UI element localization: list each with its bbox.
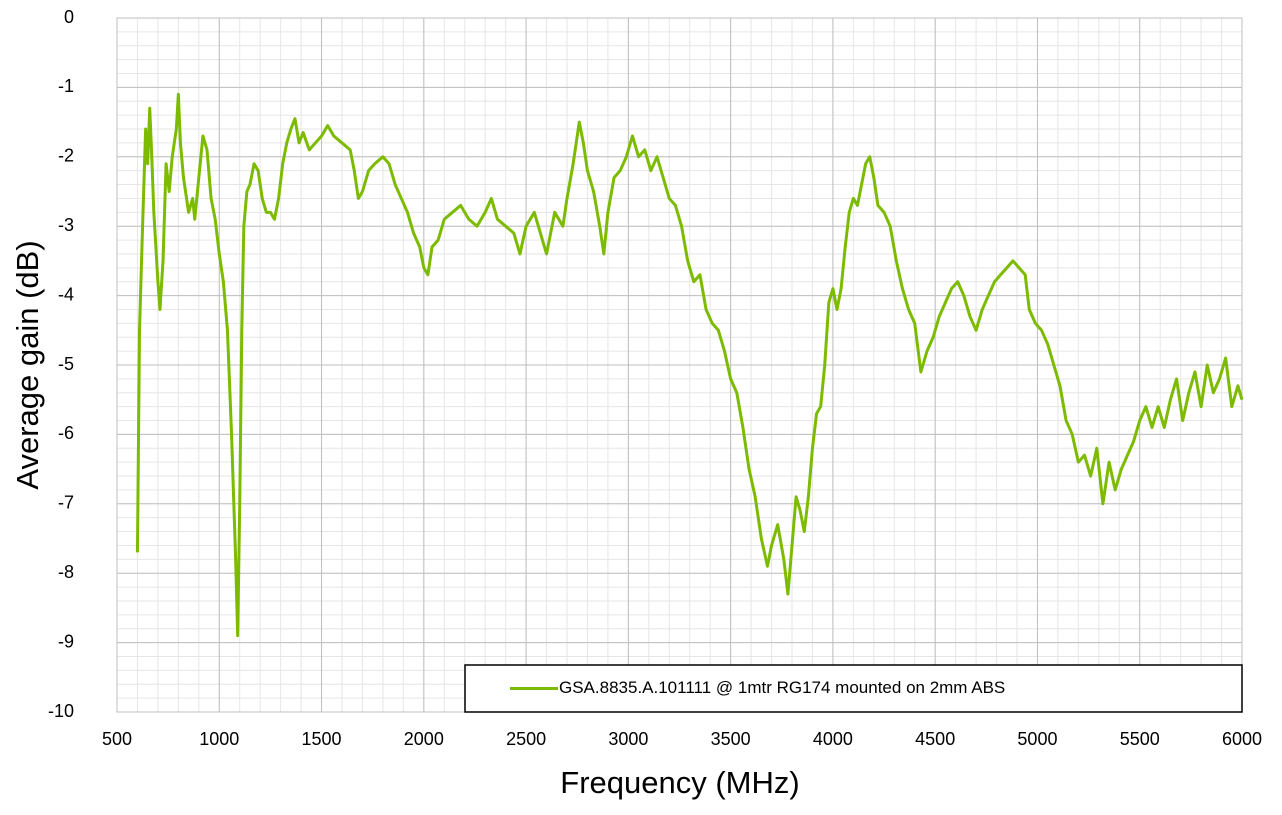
legend: GSA.8835.A.101111 @ 1mtr RG174 mounted o…	[464, 664, 1243, 713]
x-tick-label: 2000	[404, 729, 444, 749]
y-tick-label: -6	[58, 423, 74, 443]
x-tick-label: 6000	[1222, 729, 1262, 749]
legend-box	[464, 664, 1243, 713]
x-tick-label: 4500	[915, 729, 955, 749]
tick-labels: 500 1000 1500 2000 2500 3000 3500 4000 4500 5000 5…	[48, 7, 1262, 749]
x-tick-label: 5500	[1120, 729, 1160, 749]
x-tick-label: 500	[102, 729, 132, 749]
y-tick-label: -7	[58, 493, 74, 513]
y-tick-label: 0	[64, 7, 74, 27]
y-tick-label: -10	[48, 701, 74, 721]
x-tick-label: 2500	[506, 729, 546, 749]
data-line	[135, 92, 1244, 638]
major-grid	[116, 17, 1243, 713]
y-tick-label: -8	[58, 562, 74, 582]
x-tick-label: 1500	[302, 729, 342, 749]
x-tick-label: 4000	[813, 729, 853, 749]
y-tick-label: -2	[58, 146, 74, 166]
x-tick-label: 1000	[199, 729, 239, 749]
y-axis-title: Average gain (dB)	[10, 240, 45, 489]
legend-label: GSA.8835.A.101111 @ 1mtr RG174 mounted o…	[559, 678, 1005, 697]
x-tick-label: 3000	[608, 729, 648, 749]
x-tick-label: 3500	[711, 729, 751, 749]
y-tick-label: -1	[58, 76, 74, 96]
y-tick-label: -4	[58, 284, 74, 304]
y-tick-label: -3	[58, 215, 74, 235]
x-tick-label: 5000	[1017, 729, 1057, 749]
x-axis-title: Frequency (MHz)	[560, 765, 799, 800]
y-tick-label: -9	[58, 631, 74, 651]
y-tick-label: -5	[58, 354, 74, 374]
